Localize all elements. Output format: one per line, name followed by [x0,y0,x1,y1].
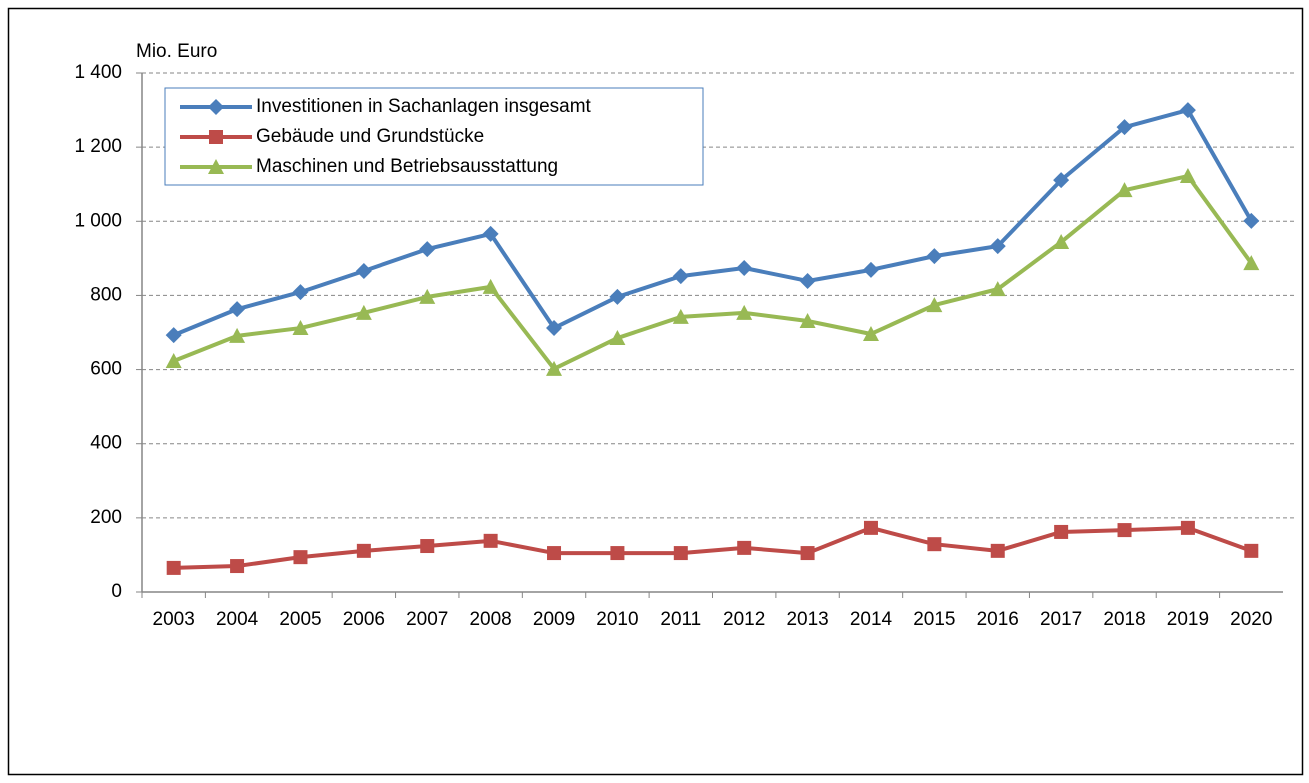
square-marker [927,537,942,552]
diamond-marker [482,225,499,242]
square-marker [483,533,498,548]
diamond-marker [355,262,372,279]
y-tick-label: 800 [90,284,122,305]
series-line [172,108,1254,337]
series-line [172,174,1253,371]
triangle-marker [926,297,943,313]
x-tick-label: 2011 [660,609,701,630]
diamond-marker [546,320,563,337]
square-marker [673,546,688,561]
triangle-marker [292,320,309,336]
legend-label: Investitionen in Sachanlagen insgesamt [256,96,592,117]
square-marker [990,543,1005,558]
square-marker [863,520,878,535]
diamond-marker [609,288,626,305]
y-tick-label: 1 200 [74,136,122,157]
legend-box [164,87,704,186]
diamond-marker [989,238,1006,255]
triangle-marker [546,360,563,376]
x-tick-label: 2008 [469,609,511,630]
x-tick-label: 2016 [977,609,1019,630]
triangle-marker [165,353,182,369]
x-tick-label: 2006 [343,609,385,630]
square-marker [610,546,625,561]
square-marker [356,543,371,558]
triangle-marker [1179,168,1196,184]
diamond-marker [862,261,879,278]
diamond-marker [165,327,182,344]
x-tick-label: 2012 [723,609,765,630]
square-marker [420,539,435,554]
x-tick-label: 2005 [279,609,321,630]
diamond-marker [672,268,689,285]
diamond-marker [208,99,224,115]
x-tick-label: 2014 [850,609,893,630]
square-marker [1244,543,1259,558]
x-tick-label: 2019 [1167,609,1209,630]
y-tick-label: 600 [90,359,122,380]
y-tick-label: 1 000 [74,210,122,231]
diamond-marker [1243,212,1260,229]
x-tick-label: 2010 [596,609,638,630]
diamond-marker [419,241,436,258]
diamond-marker [1179,102,1196,119]
square-marker [230,559,245,574]
series-line [173,525,1252,570]
triangle-marker [229,327,246,343]
diamond-marker [1053,172,1070,189]
diamond-marker [1116,119,1133,136]
x-tick-label: 2003 [153,609,195,630]
square-marker [1117,523,1132,538]
diamond-marker [292,284,309,301]
x-tick-label: 2018 [1103,609,1145,630]
square-marker [737,540,752,555]
x-tick-label: 2004 [216,609,259,630]
x-tick-label: 2009 [533,609,575,630]
legend-label: Maschinen und Betriebsausstattung [256,156,558,177]
x-tick-label: 2020 [1230,609,1272,630]
x-tick-label: 2013 [786,609,828,630]
triangle-marker [736,304,753,320]
triangle-marker [989,281,1006,297]
triangle-marker [862,325,879,341]
square-marker [293,550,308,565]
triangle-marker [1243,255,1260,271]
square-marker [1180,520,1195,535]
diamond-marker [229,301,246,318]
y-axis-label: Mio. Euro [136,41,217,62]
square-marker [547,546,562,561]
triangle-marker [1116,182,1133,198]
triangle-marker [482,278,499,294]
x-tick-label: 2007 [406,609,448,630]
triangle-marker [355,304,372,320]
triangle-marker [419,288,436,304]
diamond-marker [926,248,943,265]
triangle-marker [609,330,626,346]
diamond-marker [799,272,816,289]
y-tick-label: 200 [90,507,122,528]
square-marker [1054,524,1069,539]
legend-label: Gebäude und Grundstücke [256,126,484,147]
square-marker [209,130,223,144]
triangle-marker [799,313,816,329]
y-tick-label: 0 [111,581,122,602]
diamond-marker [736,259,753,276]
triangle-marker [208,159,224,174]
square-marker [166,560,181,575]
y-tick-label: 1 400 [74,62,122,83]
y-tick-label: 400 [90,433,122,454]
triangle-marker [1053,234,1070,250]
x-tick-label: 2015 [913,609,955,630]
x-tick-label: 2017 [1040,609,1082,630]
triangle-marker [672,308,689,324]
square-marker [800,546,815,561]
